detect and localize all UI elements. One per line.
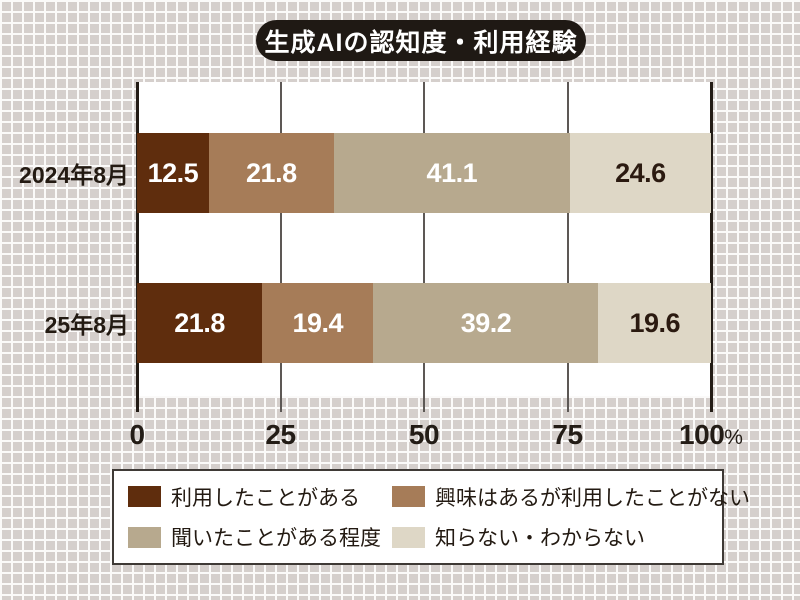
bar-segment: 12.5 bbox=[137, 133, 209, 213]
bar-segment: 24.6 bbox=[569, 133, 711, 213]
bar-value-label: 19.4 bbox=[292, 307, 344, 338]
legend-item: 興味はあるが利用したことがない bbox=[392, 482, 750, 512]
row-label: 25年8月 bbox=[44, 312, 129, 338]
bar-segment: 19.4 bbox=[262, 283, 374, 363]
legend-item: 聞いたことがある程度 bbox=[128, 522, 392, 552]
bar-segment: 19.6 bbox=[598, 283, 711, 363]
bar-value-label: 19.6 bbox=[629, 307, 680, 338]
legend: 利用したことがある 興味はあるが利用したことがない聞いたことがある程度 知らない・わ… bbox=[112, 469, 750, 565]
bar-segment: 41.1 bbox=[333, 133, 570, 213]
bar-segment: 21.8 bbox=[208, 133, 334, 213]
grid-line bbox=[566, 82, 569, 412]
legend-label: 利用したことがある bbox=[171, 486, 360, 510]
bar-segment: 39.2 bbox=[373, 283, 599, 363]
axis-tick-label: 50 bbox=[408, 419, 440, 450]
legend-label: 聞いたことがある程度 bbox=[171, 527, 381, 551]
bar-value-label: 41.1 bbox=[426, 157, 478, 188]
row-label: 2024年8月 bbox=[19, 162, 129, 188]
legend-swatch bbox=[128, 486, 161, 508]
legend-swatch bbox=[128, 526, 161, 548]
bar-value-label: 24.6 bbox=[615, 157, 666, 188]
chart-title-pill: 生成AIの認知度・利用経験 bbox=[256, 20, 586, 61]
grid-line bbox=[423, 82, 425, 412]
bar-value-label: 39.2 bbox=[460, 307, 512, 338]
legend-item: 知らない・わからない bbox=[392, 522, 750, 552]
bar-value-label: 21.8 bbox=[174, 307, 225, 338]
legend-swatch bbox=[392, 526, 425, 548]
legend-label: 知らない・わからない bbox=[435, 527, 645, 551]
bar-value-label: 12.5 bbox=[147, 157, 199, 188]
plot-area: 0 25 50 75 100% 12.5 21.8 41.1 24.6 2024年8月 21.8 19… bbox=[19, 82, 743, 450]
axis-tick-label: 75 bbox=[552, 419, 583, 450]
bar-segment: 21.8 bbox=[137, 283, 263, 363]
bar-value-label: 21.8 bbox=[246, 157, 297, 188]
grid-line bbox=[279, 82, 282, 412]
chart-title: 生成AIの認知度・利用経験 bbox=[264, 28, 578, 57]
percent-sign: % bbox=[724, 426, 743, 449]
legend-swatch bbox=[392, 486, 425, 508]
legend-label: 興味はあるが利用したことがない bbox=[435, 486, 750, 510]
axis-line bbox=[709, 82, 713, 412]
axis-tick-label: 100% bbox=[679, 419, 743, 450]
bar-row: 12.5 21.8 41.1 24.6 bbox=[137, 133, 711, 213]
bar-row: 21.8 19.4 39.2 19.6 bbox=[137, 283, 711, 363]
axis-tick-label: 0 bbox=[129, 419, 145, 450]
axis-line bbox=[135, 82, 139, 412]
axis-tick-label: 25 bbox=[265, 419, 296, 450]
legend-item: 利用したことがある bbox=[128, 482, 392, 512]
